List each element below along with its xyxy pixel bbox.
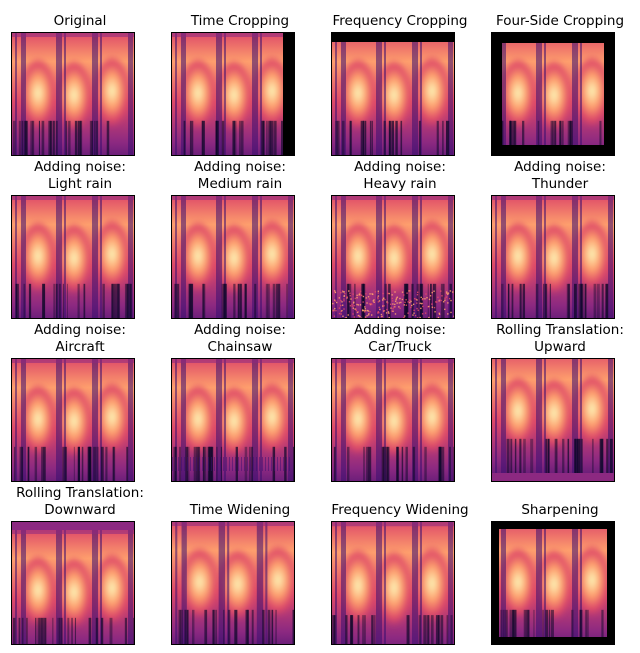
panel-title: Heavy rain [363,176,437,192]
panel-title: Sharpening [521,502,599,518]
panel-title: Adding noise: [354,322,446,338]
spectrogram-svg [492,196,614,318]
spectrogram-svg [12,33,134,155]
panel-title: Adding noise: [194,322,286,338]
panel-chainsaw: Adding noise: Chainsaw [160,322,320,489]
panel-title: Adding noise: [514,159,606,175]
panel-title: Thunder [531,176,589,192]
panel-title: Adding noise: [354,159,446,175]
spectrogram-svg [12,359,134,481]
spectrogram-svg [172,522,294,644]
panel-original: Original [0,0,160,163]
panel-title: Medium rain [197,176,283,192]
panel-car-truck: Adding noise: Car/Truck [320,322,480,489]
panel-light-rain: Adding noise: Light rain [0,159,160,326]
spectrogram-image [491,521,615,645]
panel-title: Original [53,13,107,29]
panel-title: Time Cropping [190,13,290,29]
spectrogram-svg [332,522,454,644]
spectrogram-image [11,358,135,482]
panel-four-side-crop: Four-Side Cropping [480,0,640,163]
panel-title: Adding noise: [194,159,286,175]
spectrogram-image [491,32,615,156]
panel-title: Downward [44,502,116,518]
panel-title: Aircraft [55,339,105,355]
panel-title: Frequency Cropping [332,13,468,29]
panel-title: Adding noise: [34,159,126,175]
panel-medium-rain: Adding noise: Medium rain [160,159,320,326]
panel-heavy-rain: Adding noise: Heavy rain [320,159,480,326]
spectrogram-image [331,32,455,156]
panel-title: Time Widening [189,502,291,518]
spectrogram-svg [172,359,294,481]
spectrogram-svg [492,359,614,481]
panel-title: Rolling Translation: [16,485,144,501]
panel-freq-widen: Frequency Widening [320,489,480,652]
spectrogram-image [331,521,455,645]
spectrogram-image [171,358,295,482]
spectrogram-svg [332,33,454,155]
panel-roll-down: Rolling Translation: Downward [0,485,160,652]
panel-title: Upward [534,339,586,355]
panel-title: Rolling Translation: [496,322,624,338]
spectrogram-svg [172,33,294,155]
spectrogram-svg [332,359,454,481]
spectrogram-svg [492,33,614,155]
panel-title: Chainsaw [207,339,273,355]
spectrogram-image [331,195,455,319]
panel-sharpen: Sharpening [480,489,640,652]
panel-time-crop: Time Cropping [160,0,320,163]
spectrogram-image [331,358,455,482]
spectrogram-image [491,195,615,319]
panel-thunder: Adding noise: Thunder [480,159,640,326]
spectrogram-image [11,195,135,319]
panel-title: Four-Side Cropping [495,13,625,29]
panel-aircraft: Adding noise: Aircraft [0,322,160,489]
panel-title: Car/Truck [368,339,432,355]
spectrogram-image [171,195,295,319]
spectrogram-svg [12,196,134,318]
panel-title: Light rain [47,176,113,192]
panel-roll-up: Rolling Translation: Upward [480,322,640,489]
spectrogram-image [11,32,135,156]
spectrogram-image [491,358,615,482]
spectrogram-image [11,521,135,645]
panel-title: Adding noise: [34,322,126,338]
panel-title: Frequency Widening [331,502,469,518]
spectrogram-svg [492,522,614,644]
spectrogram-svg [12,522,134,644]
spectrogram-svg [172,196,294,318]
spectrogram-image [171,32,295,156]
spectrogram-svg [332,196,454,318]
spectrogram-image [171,521,295,645]
panel-freq-crop: Frequency Cropping [320,0,480,163]
panel-time-widen: Time Widening [160,489,320,652]
